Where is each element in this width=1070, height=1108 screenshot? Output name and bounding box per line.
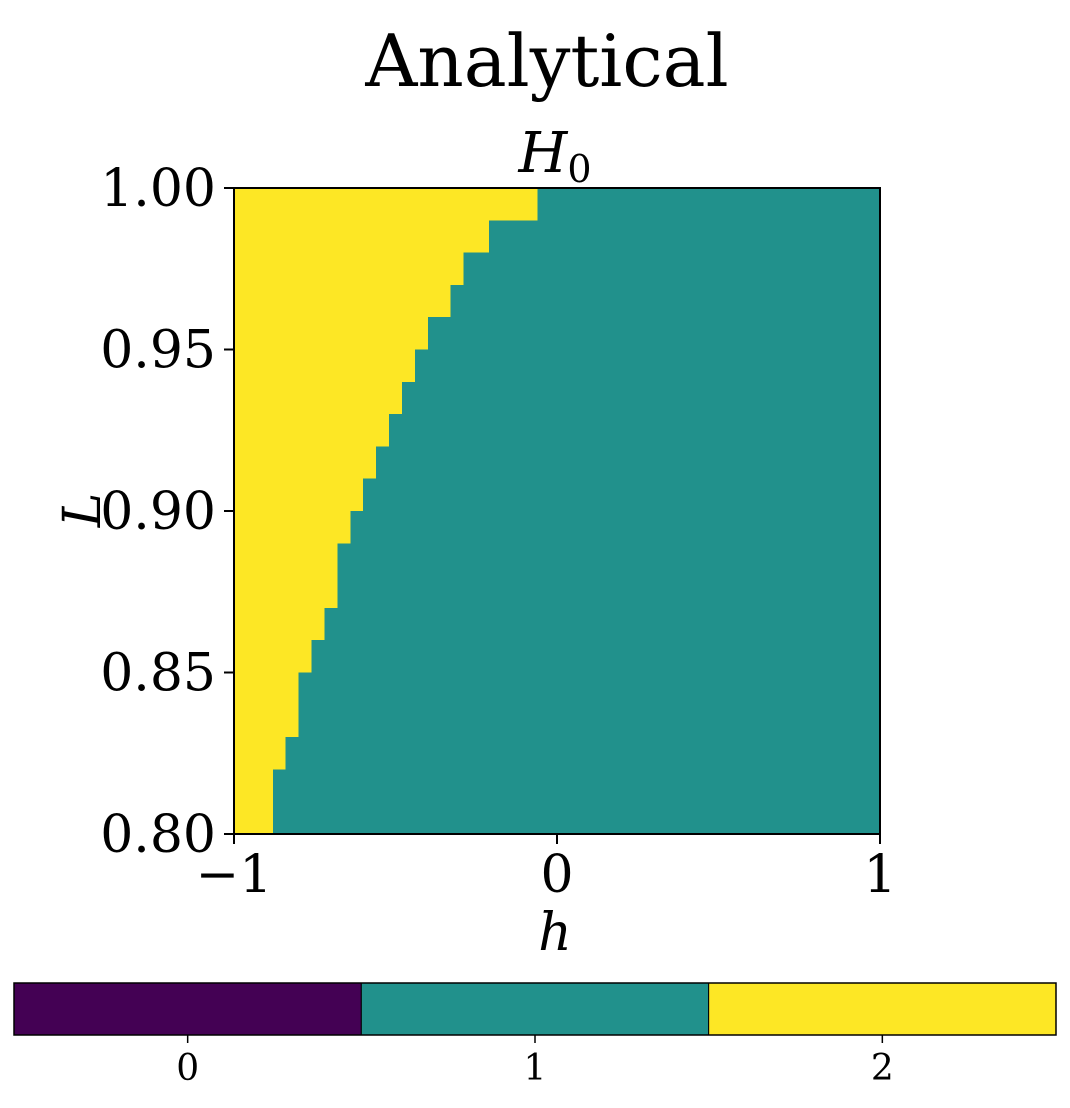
- x-tick-label: 0: [540, 845, 573, 905]
- x-tick-label: 1: [863, 845, 896, 905]
- heatmap-cell-row-2: [234, 672, 299, 738]
- colorbar-tick-label: 2: [871, 1048, 894, 1089]
- y-tick-label: 1.00: [100, 159, 216, 219]
- heatmap-cell-row-1: [234, 737, 286, 770]
- heatmap-cell-row-11: [234, 349, 415, 382]
- heatmap-cell-row-3: [234, 640, 312, 673]
- colorbar: 0 1 2: [13, 982, 1057, 1089]
- heatmap-cell-row-4: [234, 607, 325, 641]
- heatmap-cell-row-6: [234, 511, 351, 544]
- heatmap-cell-row-13: [234, 284, 451, 318]
- heatmap-cell-row-0: [234, 769, 273, 834]
- heatmap-cell-row-8: [234, 446, 377, 479]
- heatmap-cell-row-9: [234, 414, 390, 447]
- heatmap-cell-row-16: [234, 188, 538, 221]
- x-tick-label: −1: [196, 845, 273, 905]
- heatmap-cell-row-14: [234, 252, 464, 285]
- axes-title-subscript: 0: [567, 147, 591, 191]
- y-tick-label: 0.90: [100, 482, 216, 542]
- heatmap-cell-row-7: [234, 478, 364, 511]
- y-tick-label: 0.80: [100, 805, 216, 865]
- x-axis: −1 0 1: [196, 834, 897, 905]
- heatmap-cell-row-15: [234, 220, 490, 253]
- y-axis-label: L: [53, 493, 113, 529]
- colorbar-segment-0: [13, 982, 362, 1036]
- colorbar-segment-1: [360, 982, 710, 1036]
- y-tick-label: 0.95: [100, 321, 216, 381]
- colorbar-segment-2: [708, 982, 1057, 1036]
- figure-suptitle: Analytical: [364, 19, 728, 103]
- axes-title-main: H: [517, 121, 568, 186]
- y-axis: 0.80 0.85 0.90 0.95 1.00: [100, 159, 234, 865]
- y-tick-label: 0.85: [100, 644, 216, 704]
- colorbar-tick-label: 0: [176, 1048, 199, 1089]
- x-axis-label: h: [538, 903, 572, 963]
- colorbar-frame: [13, 982, 1057, 1036]
- plot-area: [233, 187, 881, 835]
- colorbar-tick-label: 1: [524, 1048, 547, 1089]
- heatmap-cell-row-12: [234, 317, 428, 350]
- heatmap-cell-row-10: [234, 381, 402, 415]
- heatmap-cell-row-5: [234, 543, 338, 608]
- axes-title: H0: [517, 121, 591, 191]
